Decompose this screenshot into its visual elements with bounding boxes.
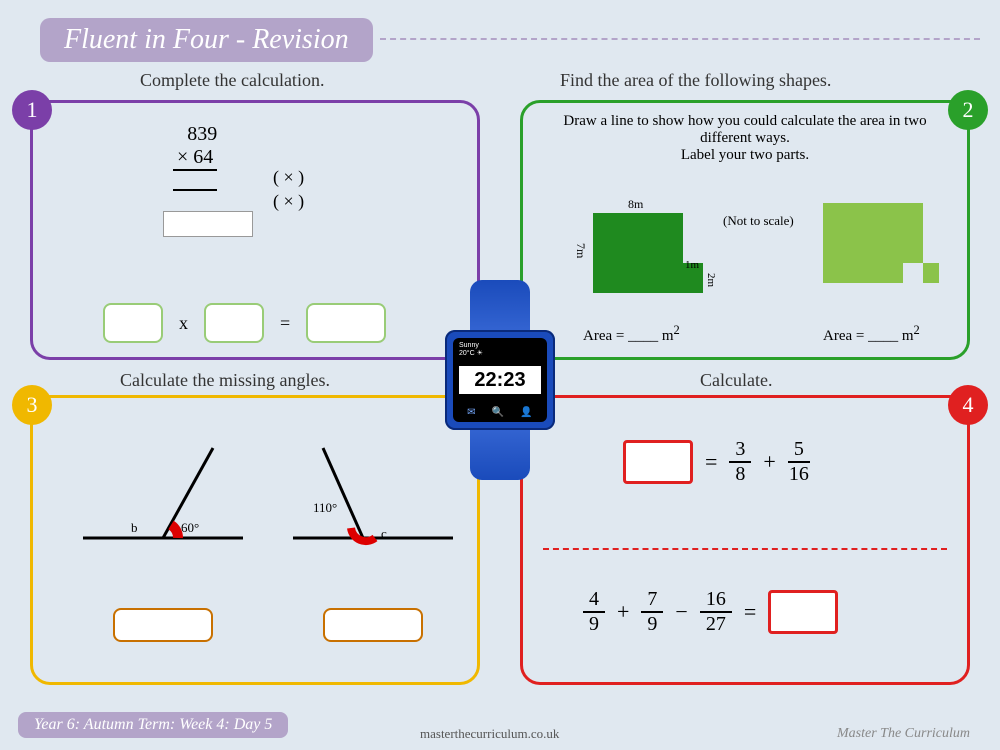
mail-icon: ✉: [467, 407, 475, 418]
compound-shape-a: 8m 7m 1m 2m: [573, 203, 713, 318]
footer-week: Year 6: Autumn Term: Week 4: Day 5: [18, 712, 288, 738]
area-label-a: Area = ____ m2: [583, 323, 680, 345]
footer-brand: Master The Curriculum: [837, 726, 970, 742]
smartwatch: Sunny 20°C ☀ 22:23 ✉ 🔍 👤: [435, 280, 565, 480]
user-icon: 👤: [520, 407, 532, 418]
badge-2: 2: [948, 90, 988, 130]
divider: [380, 38, 980, 40]
watch-time: 22:23: [459, 366, 541, 394]
multiplication-setup: 839 × 64: [173, 123, 217, 191]
product-box[interactable]: [306, 303, 386, 343]
factor-box-2[interactable]: [204, 303, 264, 343]
question-box-2: Draw a line to show how you could calcul…: [520, 100, 970, 360]
paren-row-2: ( × ): [273, 191, 304, 212]
factor-box-1[interactable]: [103, 303, 163, 343]
page-title: Fluent in Four - Revision: [40, 18, 373, 62]
compound-shape-b: [823, 203, 943, 308]
badge-4: 4: [948, 385, 988, 425]
answer-field-top[interactable]: [163, 211, 253, 237]
divider-dashed: [543, 548, 947, 550]
angle-answer-c[interactable]: [323, 608, 423, 642]
angle-diagram-b: b 60°: [73, 438, 253, 563]
question-box-4: = 38 + 516 49 + 79 − 1627 =: [520, 395, 970, 685]
paren-row-1: ( × ): [273, 167, 304, 188]
prompt-2: Find the area of the following shapes.: [560, 70, 831, 91]
fraction-eq-1: = 38 + 516: [623, 438, 810, 486]
question-box-3: b 60° 110° c: [30, 395, 480, 685]
prompt-1: Complete the calculation.: [140, 70, 324, 91]
prompt-3: Calculate the missing angles.: [120, 370, 330, 391]
badge-1: 1: [12, 90, 52, 130]
not-to-scale: (Not to scale): [723, 213, 794, 229]
angle-answer-b[interactable]: [113, 608, 213, 642]
prompt-4: Calculate.: [700, 370, 772, 391]
badge-3: 3: [12, 385, 52, 425]
area-label-b: Area = ____ m2: [823, 323, 920, 345]
fraction-eq-2: 49 + 79 − 1627 =: [583, 588, 838, 636]
fraction-answer-1[interactable]: [623, 440, 693, 484]
instruction-text: Draw a line to show how you could calcul…: [563, 113, 927, 164]
question-box-1: 839 × 64 ( × ) ( × ) x =: [30, 100, 480, 360]
search-icon: 🔍: [492, 407, 504, 418]
watch-weather: Sunny 20°C ☀: [459, 342, 483, 357]
equation-row: x =: [103, 303, 386, 343]
fraction-answer-2[interactable]: [768, 590, 838, 634]
footer-url: masterthecurriculum.co.uk: [420, 726, 559, 742]
